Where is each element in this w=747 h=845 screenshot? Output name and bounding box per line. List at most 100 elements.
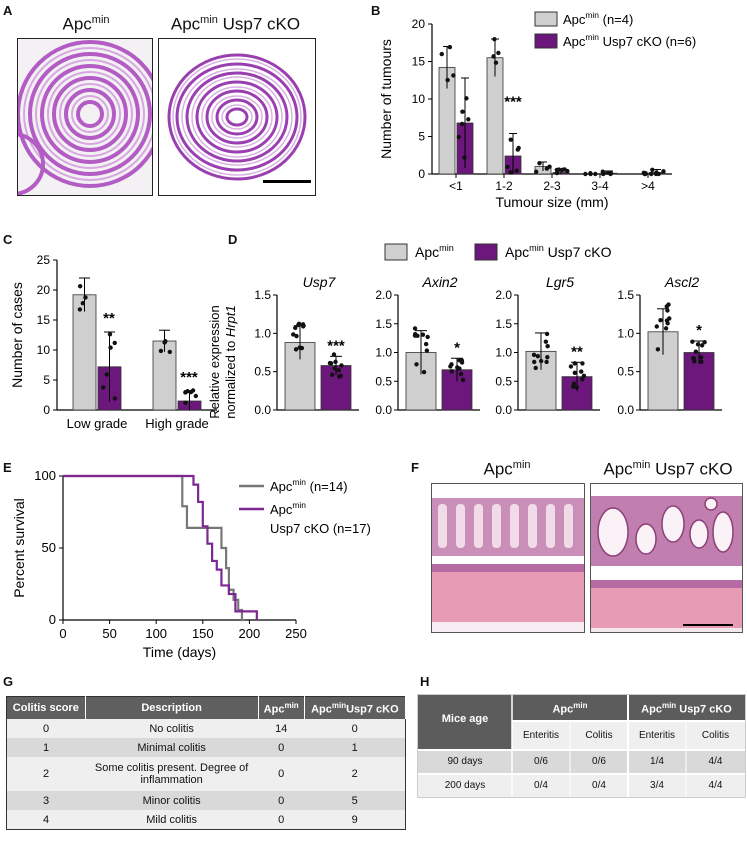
- data-point: [665, 308, 670, 313]
- legend-swatch: [534, 33, 558, 49]
- legend-swatch: [384, 243, 408, 261]
- data-point: [693, 349, 699, 354]
- data-point: [508, 137, 513, 142]
- y-axis-label: Percent survival: [11, 498, 27, 598]
- y-tick-label: 1.0: [375, 346, 392, 360]
- data-point: [515, 147, 521, 152]
- data-point: [296, 321, 302, 327]
- data-point: [537, 160, 542, 166]
- table-cell: 0: [258, 810, 305, 830]
- data-point: [425, 334, 430, 340]
- data-point: [83, 295, 88, 300]
- data-point: [291, 332, 296, 337]
- table-cell: 0/4: [534, 780, 548, 791]
- table-cell: 1: [304, 738, 406, 757]
- data-point: [574, 385, 579, 390]
- histology-image-apcmin: [17, 38, 153, 196]
- data-point: [580, 361, 585, 366]
- data-point: [508, 170, 513, 175]
- data-point: [580, 377, 585, 382]
- panel-label-g: G: [3, 674, 14, 689]
- data-point: [107, 332, 113, 337]
- histology-a-right-title: Apcmin Usp7 cKO: [170, 14, 301, 34]
- y-tick-label: 1.5: [254, 288, 271, 302]
- y-tick-label: 50: [42, 540, 56, 555]
- table-cell: 0: [6, 719, 86, 738]
- data-point: [588, 171, 593, 176]
- y-tick-label: 1.5: [495, 317, 512, 331]
- data-point: [545, 354, 550, 360]
- data-point: [294, 333, 299, 339]
- y-tick-label: 1.0: [617, 326, 634, 340]
- significance-label: **: [103, 310, 115, 327]
- data-point: [568, 364, 574, 369]
- table-row: 2 Some colitis present. Degree of inflamm…: [6, 757, 406, 791]
- data-point: [330, 372, 335, 377]
- table-cell: 90 days: [447, 756, 483, 767]
- y-tick-label: 20: [412, 17, 426, 31]
- histology-image-colon-usp7-cko: [590, 483, 743, 633]
- data-point: [666, 302, 671, 307]
- data-point: [496, 50, 501, 56]
- data-point: [600, 169, 606, 174]
- data-point: [414, 362, 419, 367]
- data-point: [112, 396, 118, 401]
- data-point: [466, 117, 471, 122]
- table-cell: 2: [6, 757, 86, 791]
- y-tick-label: 20: [37, 283, 51, 297]
- data-point: [460, 109, 465, 114]
- data-point: [162, 340, 167, 345]
- data-point: [193, 393, 199, 399]
- gene-title: Lgr5: [546, 274, 574, 290]
- y-tick-label: 15: [37, 313, 51, 327]
- y-tick-label: 0: [43, 403, 50, 417]
- legend-label: Apcmin: [415, 243, 454, 260]
- data-point: [185, 389, 190, 394]
- legend-label: Apcmin Usp7 cKO (n=6): [563, 32, 696, 49]
- data-point: [459, 360, 465, 365]
- data-point: [556, 167, 562, 172]
- data-point: [167, 349, 173, 355]
- histology-f-right-title: Apcmin Usp7 cKO: [603, 459, 733, 479]
- data-point: [533, 365, 538, 371]
- table-header: Description: [85, 696, 259, 719]
- panel-label-e: E: [3, 460, 12, 475]
- table-header: Colitis score: [6, 696, 86, 719]
- table-cell: 1/4: [650, 756, 664, 767]
- data-point: [699, 343, 705, 348]
- y-axis-label: Number of tumours: [378, 39, 394, 159]
- x-tick-label: 0: [59, 626, 66, 641]
- panel-label-a: A: [3, 3, 13, 18]
- data-point: [554, 170, 560, 176]
- data-point: [424, 348, 430, 353]
- data-point: [457, 366, 462, 371]
- table-cell: 2: [304, 757, 406, 791]
- data-point: [572, 370, 578, 376]
- y-tick-label: 0.0: [254, 403, 271, 417]
- data-point: [458, 371, 464, 377]
- table-cell: 3: [6, 791, 86, 810]
- table-subheader: Enteritis: [522, 730, 560, 741]
- table-cell: 5: [304, 791, 406, 810]
- table-cell: 0/6: [534, 756, 548, 767]
- y-tick-label: 100: [34, 468, 56, 483]
- y-tick-label: 0.5: [495, 374, 512, 388]
- table-cell: 9: [304, 810, 406, 830]
- x-tick-label: 3-4: [591, 179, 609, 193]
- scale-bar: [683, 624, 733, 626]
- data-point: [535, 353, 541, 359]
- data-point: [532, 359, 537, 365]
- y-axis-label: Relative expression: [207, 305, 222, 418]
- y-tick-label: 1.0: [254, 326, 271, 340]
- data-point: [188, 389, 194, 395]
- data-point: [101, 385, 106, 390]
- data-point: [108, 345, 113, 350]
- colitis-table: Colitis score Description Apcmin ApcminU…: [6, 696, 407, 830]
- data-point: [655, 347, 661, 352]
- data-point: [412, 333, 418, 338]
- legend-label: Apcmin Usp7 cKO: [505, 243, 612, 260]
- significance-label: ***: [504, 94, 522, 111]
- x-tick-label: 250: [285, 626, 307, 641]
- data-point: [583, 171, 588, 177]
- histology-image-usp7-cko: [158, 38, 316, 196]
